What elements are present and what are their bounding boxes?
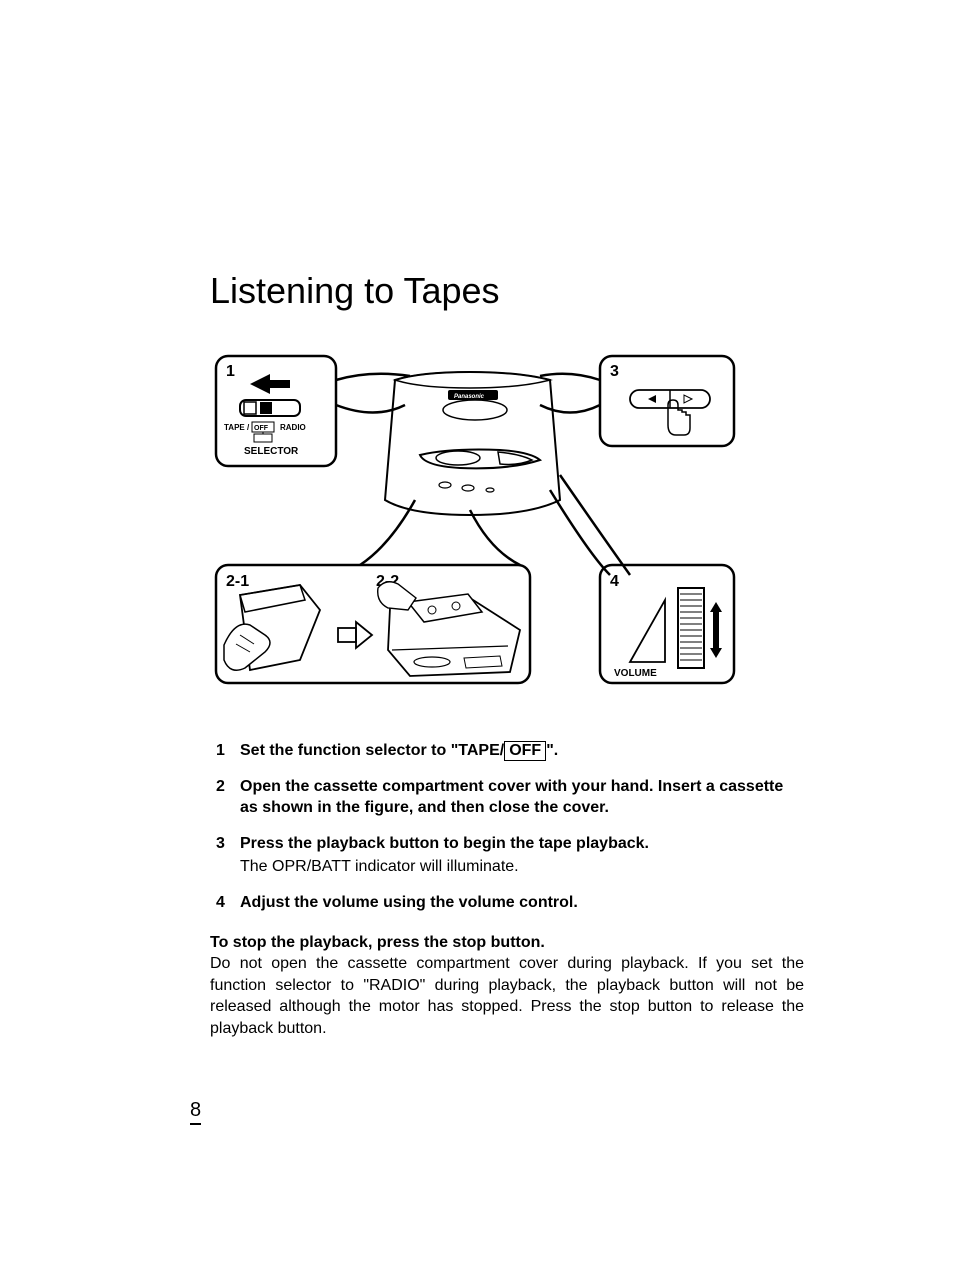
additional-notes: To stop the playback, press the stop but… bbox=[210, 932, 804, 1040]
instruction-steps: 1 Set the function selector to "TAPE/OFF… bbox=[216, 740, 804, 914]
callout-4-label: 4 bbox=[610, 573, 619, 590]
notes-body: Do not open the cassette compartment cov… bbox=[210, 953, 804, 1039]
connector-line bbox=[360, 500, 415, 565]
updown-arrow-icon bbox=[710, 602, 722, 658]
step-main-text: Set the function selector to "TAPE/OFF". bbox=[240, 742, 558, 759]
callout-1: 1 TAPE / OFF RADIO SELECTOR bbox=[216, 356, 336, 466]
svg-text:TAPE /: TAPE / bbox=[224, 423, 250, 432]
callout-3: 3 bbox=[600, 356, 734, 446]
callout-4: 4 VOLUME bbox=[600, 565, 734, 683]
step-sub-text: The OPR/BATT indicator will illuminate. bbox=[240, 856, 804, 878]
arrow-right-icon bbox=[338, 622, 372, 648]
svg-text:OFF: OFF bbox=[254, 425, 269, 432]
step-item: 1 Set the function selector to "TAPE/OFF… bbox=[216, 740, 804, 762]
finger-press-icon bbox=[668, 400, 690, 435]
manual-page: Listening to Tapes 1 TAPE / OFF RADIO bbox=[0, 0, 954, 1275]
svg-text:SELECTOR: SELECTOR bbox=[244, 446, 299, 457]
callout-1-label: 1 bbox=[226, 363, 235, 380]
step-item: 2 Open the cassette compartment cover wi… bbox=[216, 776, 804, 819]
page-number: 8 bbox=[190, 1099, 201, 1125]
volume-wedge-icon bbox=[630, 600, 665, 662]
volume-slider-icon bbox=[678, 588, 722, 668]
step-number: 4 bbox=[216, 892, 240, 914]
step-item: 4 Adjust the volume using the volume con… bbox=[216, 892, 804, 914]
callout-2a-label: 2-1 bbox=[226, 573, 249, 590]
step-item: 3 Press the playback button to begin the… bbox=[216, 833, 804, 878]
triangle-left-icon bbox=[648, 395, 656, 403]
callout-2: 2-1 2-2 bbox=[216, 565, 530, 683]
notes-title: To stop the playback, press the stop but… bbox=[210, 932, 804, 954]
step-number: 2 bbox=[216, 776, 240, 819]
connector-line bbox=[560, 475, 630, 575]
arrow-left-icon bbox=[250, 374, 290, 394]
step-number: 1 bbox=[216, 740, 240, 762]
svg-text:VOLUME: VOLUME bbox=[614, 668, 657, 679]
step-main-text: Adjust the volume using the volume contr… bbox=[240, 892, 804, 914]
instruction-diagram: 1 TAPE / OFF RADIO SELECTOR 3 bbox=[210, 350, 740, 690]
triangle-right-icon bbox=[684, 395, 692, 403]
step-main-text: Open the cassette compartment cover with… bbox=[240, 776, 804, 819]
page-title: Listening to Tapes bbox=[210, 270, 804, 312]
connector-line bbox=[470, 510, 520, 565]
svg-text:Panasonic: Panasonic bbox=[454, 394, 485, 400]
cassette-player-icon: Panasonic bbox=[385, 372, 560, 515]
hand-open-cover-icon bbox=[224, 585, 320, 670]
svg-text:RADIO: RADIO bbox=[280, 423, 306, 432]
step-number: 3 bbox=[216, 833, 240, 878]
diagram-svg: 1 TAPE / OFF RADIO SELECTOR 3 bbox=[210, 350, 740, 690]
insert-cassette-icon bbox=[378, 582, 520, 676]
step-main-text: Press the playback button to begin the t… bbox=[240, 833, 804, 855]
callout-3-label: 3 bbox=[610, 363, 619, 380]
